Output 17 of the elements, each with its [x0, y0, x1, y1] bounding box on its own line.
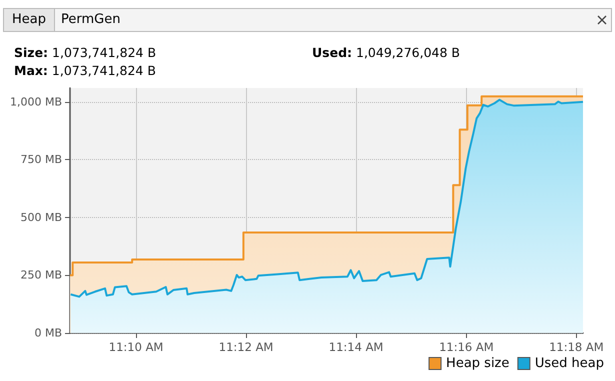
y-tick-label: 750 MB [20, 153, 62, 166]
text: Size: 1,073,741,824 B [14, 45, 156, 60]
text: Max: 1,073,741,824 B [14, 63, 156, 78]
y-tick-label: 1,000 MB [10, 95, 62, 108]
y-tick-label: 0 MB [34, 326, 62, 340]
y-tick-label: 500 MB [20, 210, 62, 224]
x-tick-label: 11:12 AM [218, 340, 274, 354]
text: Used: 1,049,276,048 B [312, 45, 460, 60]
x-tick-label: 11:10 AM [108, 340, 164, 354]
y-tick-label: 250 MB [20, 268, 62, 282]
text: Heap [4, 9, 55, 31]
legend-label: Heap size [446, 356, 510, 371]
legend-label: Used heap [534, 356, 604, 371]
x-tick-label: 11:14 AM [328, 340, 384, 354]
text: PermGen [60, 11, 122, 29]
x-tick-label: 11:18 AM [549, 340, 604, 354]
x-tick-label: 11:16 AM [439, 340, 494, 354]
